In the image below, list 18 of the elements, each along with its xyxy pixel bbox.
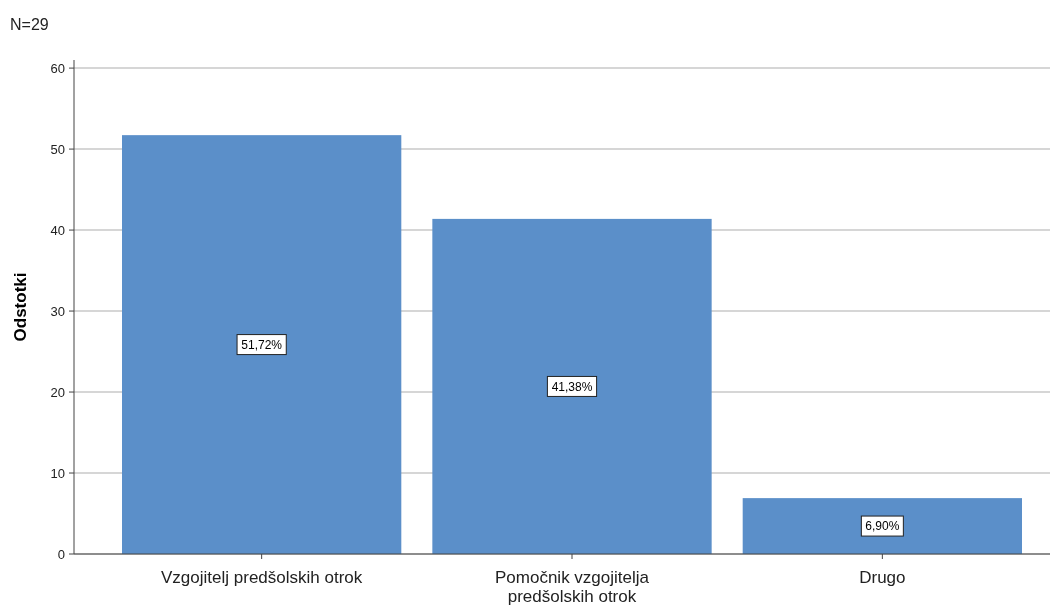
data-label: 51,72% — [241, 337, 283, 352]
data-label: 6,90% — [865, 519, 900, 534]
bar — [122, 135, 402, 554]
x-tick-label: Drugo — [859, 568, 906, 587]
y-tick-label: 0 — [57, 546, 65, 562]
bar — [742, 498, 1022, 554]
y-tick-label: 60 — [50, 60, 65, 76]
y-tick-label: 40 — [50, 222, 65, 238]
x-tick-label: Vzgojitelj predšolskih otrok — [161, 568, 363, 587]
bar — [432, 218, 712, 554]
y-tick-label: 30 — [50, 303, 65, 319]
y-tick-label: 10 — [50, 465, 65, 481]
y-tick-label: 20 — [50, 384, 65, 400]
y-tick-label: 50 — [50, 141, 65, 157]
text: N=29 — [10, 16, 49, 33]
data-label: 41,38% — [551, 379, 593, 394]
x-tick-label: Pomočnik vzgojitelja predšolskih otrok — [494, 568, 650, 606]
y-axis-title: Odstotki — [11, 272, 30, 342]
